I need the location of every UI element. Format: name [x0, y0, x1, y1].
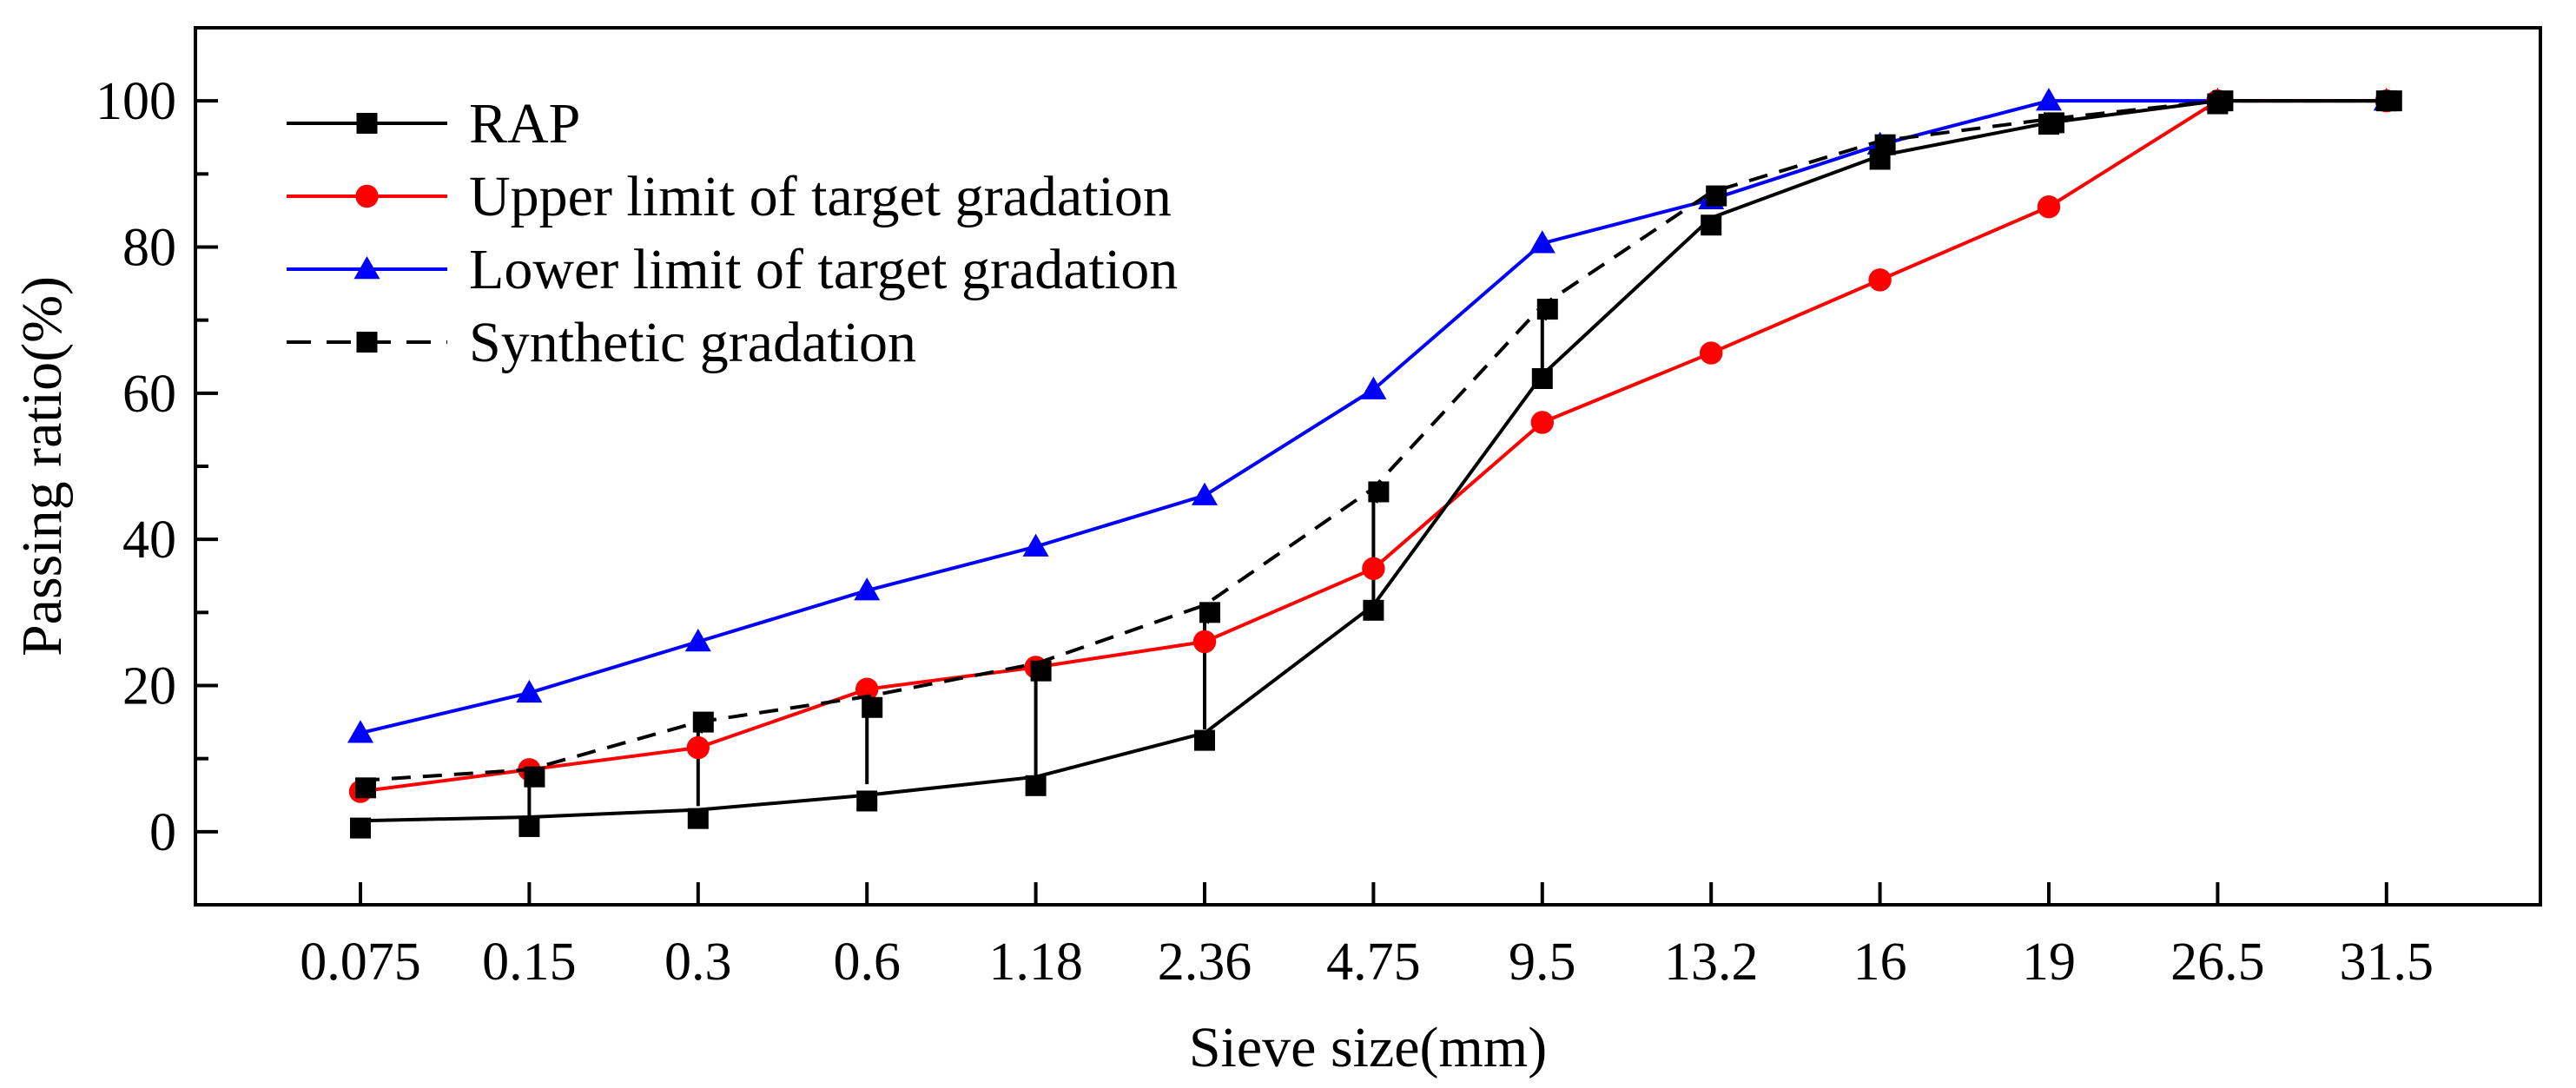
lower-limit-of-target-gradation-point-2	[684, 629, 711, 652]
lower-limit-of-target-gradation-point-5	[1192, 482, 1218, 505]
synthetic-gradation-point-0	[355, 777, 376, 799]
y-axis: 0 20 40 60 80 100	[96, 26, 218, 907]
y-tick-label: 40	[122, 511, 176, 570]
rap-point-2	[687, 808, 709, 829]
rap-point-8	[1701, 214, 1722, 236]
y-axis-title: Passing ratio(%)	[10, 276, 74, 656]
upper-limit-of-target-gradation-point-10	[2037, 195, 2061, 219]
x-tick-label: 16	[1853, 933, 1907, 992]
rap-point-7	[1531, 368, 1553, 389]
x-tick-label: 0.15	[482, 933, 577, 992]
x-tick-label: 31.5	[2340, 933, 2434, 992]
arrow-annotations	[525, 312, 1547, 821]
legend-label: Synthetic gradation	[469, 311, 916, 374]
plot-frame	[194, 26, 2542, 907]
rap-point-0	[350, 817, 371, 839]
upper-limit-of-target-gradation-point-8	[1700, 341, 1723, 365]
y-tick-label: 20	[122, 657, 176, 716]
lower-limit-of-target-gradation-point-6	[1360, 376, 1387, 399]
legend-synthetic-gradation-point-0	[356, 332, 378, 353]
rap-point-10	[2038, 114, 2059, 135]
x-tick-label: 26.5	[2170, 933, 2265, 992]
rap-point-6	[1363, 599, 1384, 621]
synthetic-gradation-point-1	[524, 766, 545, 788]
lower-limit-of-target-gradation-point-0	[347, 720, 373, 743]
legend: RAP Upper limit of target gradation Lower …	[287, 92, 1178, 374]
legend-item-lower-limit-of-target-gradation: Lower limit of target gradation	[287, 238, 1178, 301]
lower-limit-of-target-gradation-point-7	[1529, 230, 1556, 254]
series-rap	[350, 90, 2397, 839]
synthetic-gradation-point-4	[1030, 660, 1052, 682]
synthetic-gradation-point-2	[692, 711, 714, 733]
y-tick-label: 80	[122, 219, 176, 278]
y-tick-label: 100	[96, 72, 176, 131]
rap-point-9	[1869, 148, 1891, 170]
lower-limit-of-target-gradation-point-4	[1022, 533, 1049, 557]
legend-label: Lower limit of target gradation	[469, 238, 1178, 301]
x-tick-label: 19	[2022, 933, 2076, 992]
upper-limit-of-target-gradation-point-2	[686, 735, 710, 760]
y-tick-label: 60	[122, 365, 176, 424]
x-tick-label: 9.5	[1509, 933, 1576, 992]
rap-point-4	[1025, 775, 1047, 796]
rap-point-11	[2207, 93, 2229, 115]
synthetic-gradation-point-7	[1536, 299, 1558, 320]
rap-point-5	[1194, 729, 1215, 751]
legend-lower-limit-of-target-gradation-point-0	[353, 256, 380, 280]
legend-upper-limit-of-target-gradation-point-0	[355, 184, 379, 208]
x-tick-label: 0.3	[664, 933, 732, 992]
x-tick-label: 4.75	[1326, 933, 1421, 992]
rap-point-3	[856, 790, 878, 812]
synthetic-gradation-point-6	[1368, 481, 1390, 503]
legend-item-rap: RAP	[287, 92, 580, 155]
legend-rap-point-0	[356, 113, 378, 134]
synthetic-gradation-point-8	[1706, 185, 1727, 207]
synthetic-gradation-point-3	[862, 696, 883, 718]
y-tick-label: 0	[149, 803, 176, 862]
x-axis: 0.075 0.15 0.3 0.6 1.18 2.36 4.75 9.5 13.2 16 19 26…	[300, 882, 2434, 992]
x-tick-label: 13.2	[1664, 933, 1759, 992]
series-layer	[347, 88, 2402, 839]
upper-limit-of-target-gradation-point-3	[855, 677, 879, 701]
x-tick-label: 2.36	[1158, 933, 1252, 992]
rap-point-1	[519, 815, 540, 837]
upper-limit-of-target-gradation-point-7	[1530, 411, 1555, 434]
legend-item-synthetic-gradation: Synthetic gradation	[287, 311, 916, 374]
lower-limit-of-target-gradation-point-1	[516, 679, 543, 703]
x-tick-label: 1.18	[988, 933, 1083, 992]
lower-limit-of-target-gradation-point-3	[854, 577, 881, 601]
x-axis-title: Sieve size(mm)	[1189, 1016, 1547, 1079]
x-tick-label: 0.6	[833, 933, 901, 992]
upper-limit-of-target-gradation-point-9	[1868, 268, 1892, 292]
upper-limit-of-target-gradation-point-6	[1362, 557, 1385, 581]
legend-label: Upper limit of target gradation	[469, 165, 1172, 228]
legend-label: RAP	[469, 92, 580, 155]
upper-limit-of-target-gradation-point-5	[1192, 630, 1217, 654]
legend-item-upper-limit-of-target-gradation: Upper limit of target gradation	[287, 165, 1172, 228]
lower-limit-of-target-gradation-point-10	[2036, 88, 2062, 111]
x-tick-label: 0.075	[300, 933, 421, 992]
synthetic-gradation-point-5	[1199, 602, 1220, 623]
rap-point-12	[2375, 90, 2397, 112]
